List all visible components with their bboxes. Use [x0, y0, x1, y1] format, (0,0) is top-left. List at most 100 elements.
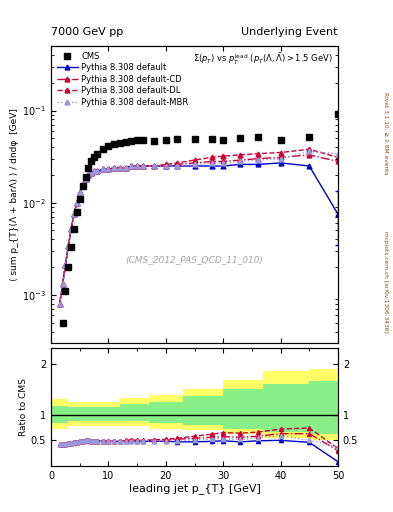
Pythia 8.308 default-CD [135, 163, 140, 169]
CMS [63, 288, 68, 294]
Pythia 8.308 default-MBR [89, 170, 94, 176]
Pythia 8.308 default-DL [192, 157, 197, 163]
Line: CMS: CMS [57, 111, 341, 358]
Pythia 8.308 default [118, 164, 122, 170]
Pythia 8.308 default-MBR [175, 163, 180, 169]
Pythia 8.308 default-MBR [95, 168, 99, 174]
Pythia 8.308 default-CD [307, 152, 312, 158]
Pythia 8.308 default [135, 163, 140, 169]
Pythia 8.308 default [83, 176, 88, 182]
Pythia 8.308 default-CD [278, 154, 283, 160]
Pythia 8.308 default-CD [163, 163, 168, 169]
Pythia 8.308 default [238, 161, 243, 167]
Pythia 8.308 default-MBR [112, 164, 117, 170]
X-axis label: leading jet p_{T} [GeV]: leading jet p_{T} [GeV] [129, 483, 261, 495]
Line: Pythia 8.308 default-MBR: Pythia 8.308 default-MBR [57, 149, 340, 306]
Pythia 8.308 default-CD [129, 163, 134, 169]
Pythia 8.308 default-MBR [75, 200, 79, 206]
Y-axis label: ⟨ sum p_{T}(Λ + barΛ) ⟩ / dndφ  [GeV]: ⟨ sum p_{T}(Λ + barΛ) ⟩ / dndφ [GeV] [11, 108, 20, 281]
CMS [152, 138, 157, 144]
Pythia 8.308 default-DL [60, 281, 65, 287]
Pythia 8.308 default-CD [95, 168, 99, 174]
Pythia 8.308 default-MBR [77, 189, 82, 195]
Pythia 8.308 default-CD [336, 158, 340, 164]
Pythia 8.308 default-DL [278, 150, 283, 156]
Pythia 8.308 default-CD [255, 156, 260, 162]
CMS [118, 140, 122, 146]
CMS [278, 137, 283, 143]
Pythia 8.308 default-MBR [163, 163, 168, 169]
Pythia 8.308 default [100, 166, 105, 173]
Pythia 8.308 default [69, 226, 73, 232]
CMS [57, 352, 62, 358]
Pythia 8.308 default-CD [77, 189, 82, 195]
Pythia 8.308 default [77, 189, 82, 195]
Pythia 8.308 default [86, 172, 91, 178]
Pythia 8.308 default [72, 210, 76, 217]
Pythia 8.308 default-CD [112, 164, 117, 170]
Pythia 8.308 default-DL [255, 151, 260, 157]
Pythia 8.308 default [192, 163, 197, 169]
Pythia 8.308 default [307, 163, 312, 169]
CMS [238, 135, 243, 141]
Pythia 8.308 default-CD [86, 172, 91, 178]
Pythia 8.308 default-DL [307, 146, 312, 152]
Pythia 8.308 default-CD [69, 226, 73, 232]
Pythia 8.308 default-CD [83, 176, 88, 182]
Pythia 8.308 default-DL [163, 161, 168, 167]
Pythia 8.308 default-DL [75, 200, 79, 206]
Pythia 8.308 default-MBR [83, 176, 88, 182]
CMS [123, 139, 128, 145]
Text: 7000 GeV pp: 7000 GeV pp [51, 27, 123, 37]
Pythia 8.308 default [209, 163, 214, 169]
Pythia 8.308 default-DL [72, 210, 76, 217]
CMS [163, 137, 168, 143]
Pythia 8.308 default [92, 168, 97, 174]
CMS [106, 143, 111, 150]
Pythia 8.308 default-MBR [336, 151, 340, 157]
CMS [336, 111, 340, 117]
Pythia 8.308 default-MBR [152, 163, 157, 169]
Pythia 8.308 default-MBR [57, 301, 62, 307]
Pythia 8.308 default-DL [69, 226, 73, 232]
Pythia 8.308 default [63, 262, 68, 268]
Pythia 8.308 default-DL [89, 170, 94, 176]
Pythia 8.308 default [255, 161, 260, 167]
Y-axis label: Ratio to CMS: Ratio to CMS [19, 378, 28, 436]
CMS [92, 154, 97, 160]
Pythia 8.308 default-DL [152, 163, 157, 169]
Pythia 8.308 default-MBR [80, 181, 85, 187]
Pythia 8.308 default-MBR [307, 148, 312, 155]
Pythia 8.308 default-CD [118, 164, 122, 170]
CMS [100, 146, 105, 152]
CMS [75, 208, 79, 215]
Pythia 8.308 default-CD [238, 157, 243, 163]
CMS [95, 151, 99, 157]
Pythia 8.308 default-MBR [135, 163, 140, 169]
Line: Pythia 8.308 default-DL: Pythia 8.308 default-DL [57, 147, 340, 306]
Pythia 8.308 default [66, 243, 71, 249]
Pythia 8.308 default-CD [75, 200, 79, 206]
Pythia 8.308 default [89, 170, 94, 176]
CMS [83, 174, 88, 180]
Pythia 8.308 default [75, 200, 79, 206]
Legend: CMS, Pythia 8.308 default, Pythia 8.308 default-CD, Pythia 8.308 default-DL, Pyt: CMS, Pythia 8.308 default, Pythia 8.308 … [55, 50, 190, 109]
CMS [86, 164, 91, 170]
Pythia 8.308 default [152, 163, 157, 169]
Pythia 8.308 default-DL [80, 181, 85, 187]
CMS [255, 134, 260, 140]
Pythia 8.308 default-CD [66, 243, 71, 249]
Pythia 8.308 default-CD [80, 181, 85, 187]
Pythia 8.308 default-CD [63, 262, 68, 268]
Pythia 8.308 default-CD [141, 163, 145, 169]
Pythia 8.308 default-DL [123, 164, 128, 170]
Pythia 8.308 default-DL [209, 154, 214, 160]
Pythia 8.308 default [163, 163, 168, 169]
Line: Pythia 8.308 default-CD: Pythia 8.308 default-CD [57, 153, 340, 306]
CMS [72, 226, 76, 232]
Pythia 8.308 default-CD [192, 160, 197, 166]
Pythia 8.308 default-MBR [63, 262, 68, 268]
Pythia 8.308 default-MBR [60, 281, 65, 287]
Pythia 8.308 default-MBR [69, 226, 73, 232]
Pythia 8.308 default-CD [106, 166, 111, 173]
